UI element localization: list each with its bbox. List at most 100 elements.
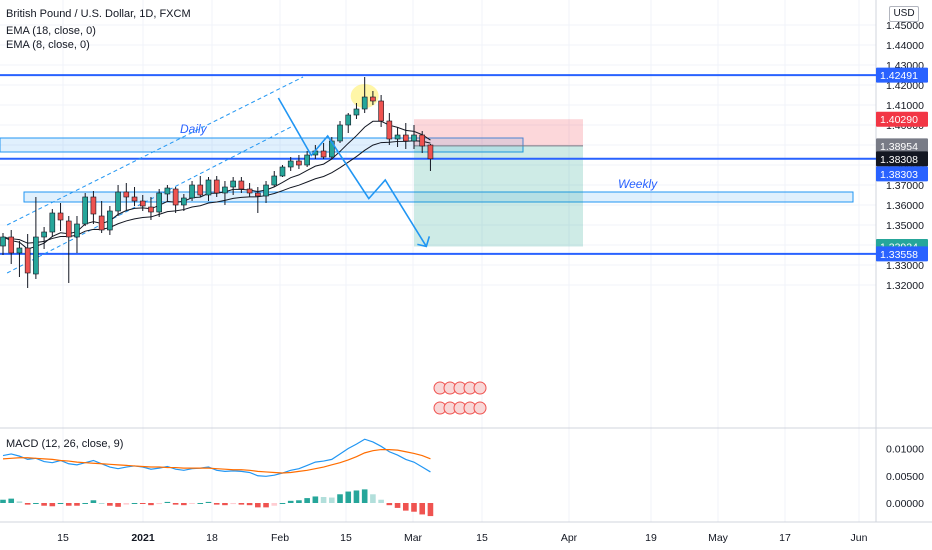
horizontal-lines[interactable] (0, 74, 876, 255)
price-tick-label: 1.41000 (886, 100, 924, 112)
candle-body (320, 150, 327, 158)
price-tag-entry (876, 138, 928, 154)
macd-histogram-bar (189, 503, 195, 504)
candle-body (337, 124, 343, 142)
macd-histogram-bar (320, 497, 327, 503)
ema-18-label: EMA (18, close, 0) (6, 25, 96, 37)
macd-histogram-bar (279, 503, 286, 504)
candle-body (90, 196, 97, 215)
projected-path[interactable] (277, 97, 431, 248)
candle-body (222, 186, 228, 194)
price-tag-line (876, 246, 928, 262)
short-position[interactable] (414, 119, 583, 247)
macd-histogram-bar (164, 501, 171, 503)
price-tag-line (876, 166, 928, 182)
macd-histogram-bar (287, 500, 294, 503)
zone-weekly (23, 191, 854, 203)
macd-histogram-bar (0, 499, 6, 503)
macd-histogram-bar (304, 498, 310, 503)
macd-histogram-bar (131, 503, 138, 504)
macd-histogram-bar (312, 496, 319, 503)
macd-histogram-bar (197, 503, 204, 504)
candle-body (107, 210, 113, 231)
macd-histogram-bar (213, 503, 220, 505)
candle-body (148, 206, 154, 213)
price-tag-label: 1.38954 (880, 141, 918, 153)
macd-histogram-bar (156, 503, 162, 505)
time-tick-label: 15 (57, 532, 69, 544)
candle-body (361, 96, 368, 110)
macd-axis[interactable]: 0.01000 0.00500 0.00000 (886, 444, 924, 511)
macd-histogram-bar (65, 503, 72, 506)
macd-histogram-bar (386, 503, 393, 506)
candle-body (115, 191, 121, 212)
zone-weekly-label: Weekly (618, 177, 658, 191)
macd-histogram-bar (271, 503, 278, 506)
macd-histogram-bar (246, 503, 253, 506)
candle-body (304, 154, 310, 166)
time-axis[interactable]: 15 2021 18 Feb 15 Mar 15 Apr 19 May 17 Jun (57, 532, 867, 544)
macd-histogram-bar (24, 503, 31, 505)
candle-body (181, 197, 187, 206)
stop-zone (414, 119, 583, 146)
candle-body (172, 188, 179, 206)
price-tag-last (876, 151, 928, 167)
time-tick-label: Mar (404, 532, 423, 544)
price-tag-label: 1.38303 (880, 169, 918, 181)
macd-histogram-bar (90, 500, 97, 503)
macd-label: MACD (12, 26, close, 9) (6, 438, 124, 450)
macd-histogram-bar (16, 501, 23, 503)
price-tick-label: 1.44000 (886, 40, 924, 52)
macd-histogram-bar (419, 503, 426, 515)
candle-body (394, 134, 401, 140)
candle-body (213, 179, 220, 194)
candle-body (411, 134, 417, 142)
candle-body (370, 96, 376, 102)
macd-histogram-bar (255, 503, 261, 508)
candle-body (98, 215, 105, 231)
price-tag-stop (876, 111, 928, 127)
candle-body (16, 247, 23, 254)
candle-body (164, 187, 171, 195)
macd-histogram-bar (353, 490, 360, 503)
candle-body (246, 188, 253, 194)
macd-histogram-bar (230, 503, 236, 505)
price-axis[interactable]: 1.450001.440001.430001.420001.410001.400… (886, 20, 924, 292)
candle-body (419, 134, 426, 147)
candle-body (139, 200, 146, 207)
macd-histogram-bar (49, 503, 56, 507)
signal-line (2, 448, 431, 474)
candle-body (49, 212, 56, 233)
macd-histogram-bar (296, 500, 302, 503)
candle-body (197, 184, 204, 196)
candle-body (255, 192, 261, 197)
macd-histogram-bar (238, 503, 245, 505)
price-tick-label: 1.33000 (886, 260, 924, 272)
time-tick-label: 19 (645, 532, 657, 544)
price-tag-label: 1.40290 (880, 114, 918, 126)
macd-histogram-bar (123, 503, 130, 505)
projected-path-line (277, 97, 428, 247)
time-tick-label: Apr (561, 532, 578, 544)
price-tick-label: 1.45000 (886, 20, 924, 32)
macd-histogram-bar (181, 503, 187, 506)
time-tick-label: 15 (476, 532, 488, 544)
macd-histogram-bar (222, 503, 228, 506)
time-tick-label: 15 (340, 532, 352, 544)
currency-button[interactable]: USD (889, 6, 919, 22)
price-tick-label: 1.42000 (886, 80, 924, 92)
candle-body (74, 223, 80, 238)
price-tag-label: 1.38308 (880, 154, 918, 166)
macd-histogram-bar (172, 503, 179, 505)
macd-histogram-bar (263, 503, 269, 508)
candle-body (24, 247, 31, 274)
macd-histogram-bar (370, 494, 376, 503)
candle-body (230, 180, 236, 188)
macd-histogram-bar (115, 503, 121, 507)
macd-histogram-bar (98, 503, 105, 504)
candle-body (345, 114, 352, 126)
time-tick-label: May (708, 532, 729, 544)
candle-body (8, 236, 15, 254)
price-tag-line (876, 67, 928, 83)
